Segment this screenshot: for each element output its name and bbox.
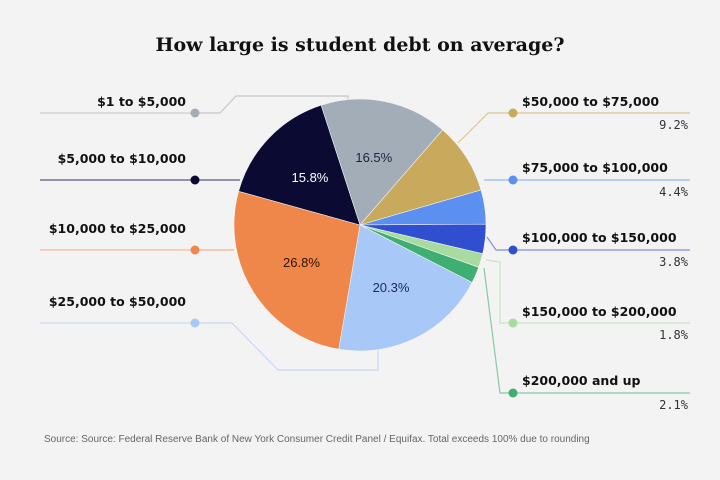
legend-dot [190, 175, 200, 185]
leader-line [195, 95, 349, 114]
slice-category-label: $25,000 to $50,000 [49, 294, 186, 309]
legend-dot [508, 108, 518, 118]
slice-category-label: $50,000 to $75,000 [522, 94, 659, 109]
slice-category-label: $100,000 to $150,000 [522, 230, 677, 245]
pie-slice [320, 98, 444, 226]
slice-value-label: 15.8% [292, 170, 329, 185]
source-note: Source: Source: Federal Reserve Bank of … [44, 434, 590, 445]
slice-category-label: $150,000 to $200,000 [522, 304, 677, 319]
slice-value-label: 16.5% [355, 150, 392, 165]
slice-value-label: 4.4% [659, 185, 689, 199]
pie-slice [233, 190, 361, 350]
chart-title: How large is student debt on average? [156, 34, 565, 56]
legend-dot [190, 108, 200, 118]
slice-value-label: 2.1% [659, 398, 689, 412]
slice-value-label: 1.8% [659, 328, 689, 342]
legend-dot [190, 318, 200, 328]
legend-dot [190, 245, 200, 255]
slice-category-label: $75,000 to $100,000 [522, 160, 668, 175]
leader-line [485, 259, 513, 324]
slice-category-label: $10,000 to $25,000 [49, 221, 186, 236]
legend-dot [508, 318, 518, 328]
leader-line [486, 236, 513, 251]
legend-dot [508, 388, 518, 398]
slice-value-label: 9.2% [659, 118, 689, 132]
pie-slice [238, 104, 361, 226]
legend-dot [508, 245, 518, 255]
slice-value-label: 3.8% [659, 255, 689, 269]
leader-line [195, 322, 379, 371]
slice-value-label: 26.8% [283, 255, 320, 270]
leader-line [457, 112, 513, 144]
slice-category-label: $5,000 to $10,000 [58, 151, 187, 166]
slice-category-label: $1 to $5,000 [97, 94, 186, 109]
slice-category-label: $200,000 and up [522, 373, 641, 388]
leader-line [483, 267, 513, 394]
pie-slice [338, 224, 473, 352]
slice-value-label: 20.3% [373, 280, 410, 295]
legend-dot [508, 175, 518, 185]
